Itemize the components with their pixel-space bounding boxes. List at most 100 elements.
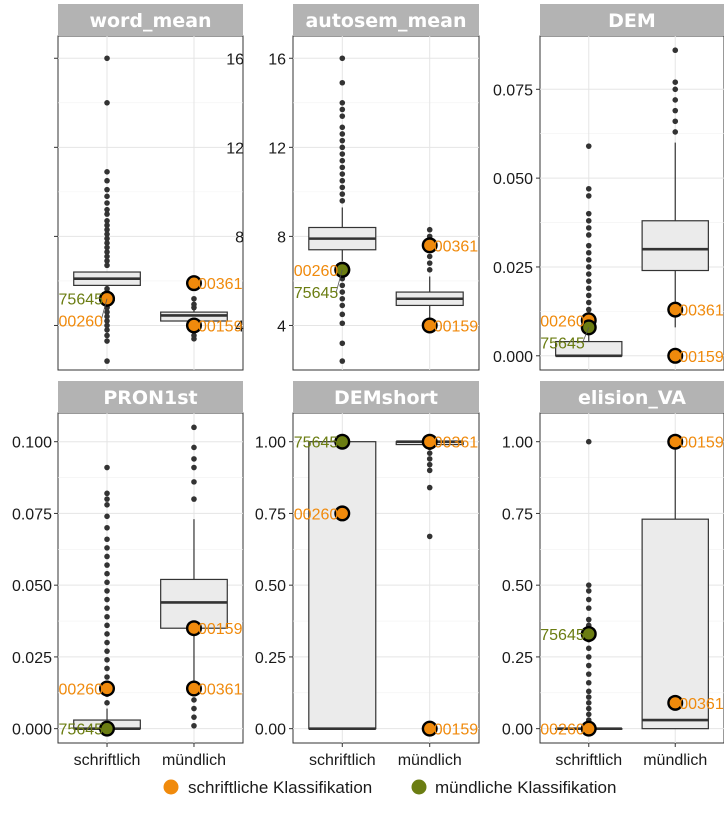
label-connector xyxy=(100,298,108,321)
highlight-point xyxy=(336,436,348,448)
label-connector xyxy=(582,327,590,343)
highlight-point xyxy=(188,319,200,332)
x-tick-label: mündlich xyxy=(398,752,462,769)
outlier-point xyxy=(585,193,592,199)
point-label: 00260 xyxy=(59,314,104,331)
legend: schriftliche Klassifikation mündliche Kl… xyxy=(163,778,616,797)
outlier-point xyxy=(104,211,110,217)
outlier-point xyxy=(585,588,592,594)
point-label: 00159 xyxy=(679,435,724,452)
outlier-point xyxy=(104,524,110,531)
outlier-point xyxy=(426,253,433,260)
outlier-point xyxy=(104,656,110,663)
point-label: 00361 xyxy=(198,276,243,293)
outlier-point xyxy=(104,639,110,646)
outlier-point xyxy=(426,226,433,233)
x-tick-label: schriftlich xyxy=(74,752,141,769)
highlight-point xyxy=(424,436,436,448)
outlier-point xyxy=(585,582,592,588)
outlier-point xyxy=(585,438,592,445)
point-label: 00260 xyxy=(540,313,585,330)
outlier-point xyxy=(104,605,110,611)
point-label: 00361 xyxy=(679,696,724,713)
outlier-point xyxy=(585,285,592,292)
highlight-point xyxy=(424,319,436,332)
legend-label-muendlich: mündliche Klassifikation xyxy=(435,778,616,797)
outlier-point xyxy=(585,257,592,263)
point-label: 00260 xyxy=(294,263,339,280)
outlier-point xyxy=(104,536,110,543)
outlier-point xyxy=(585,671,592,677)
point-label: 00361 xyxy=(434,435,479,452)
panel-PRON1st: 0.000 0.025 0.050 0.075 0.100 00260 75645 00159… xyxy=(12,381,244,769)
y-tick-label: 0.025 xyxy=(12,650,52,667)
panel-autosem_mean: 4 8 12 16 00260 75645 00361 00159 autosem_mean xyxy=(268,4,480,371)
point-label: 75645 xyxy=(540,335,585,352)
outlier-point xyxy=(426,484,433,491)
outlier-point xyxy=(104,596,110,603)
outlier-point xyxy=(191,336,197,342)
legend-label-schriftlich: schriftliche Klassifikation xyxy=(188,778,372,797)
point-label: 00361 xyxy=(679,303,724,320)
outlier-point xyxy=(339,144,346,151)
outlier-point xyxy=(339,295,346,302)
outlier-point xyxy=(339,131,346,137)
outlier-point xyxy=(339,177,346,184)
outlier-point xyxy=(585,645,592,652)
facet-strip xyxy=(540,381,724,413)
outlier-point xyxy=(339,113,346,119)
outlier-point xyxy=(585,242,592,249)
outlier-point xyxy=(104,262,110,269)
outlier-point xyxy=(104,464,110,471)
y-tick-label: 0.025 xyxy=(493,260,533,277)
outlier-point xyxy=(104,588,110,594)
outlier-point xyxy=(104,665,110,672)
outlier-point xyxy=(339,137,346,144)
outlier-point xyxy=(672,47,679,54)
outlier-point xyxy=(191,301,197,308)
point-label: 75645 xyxy=(59,292,104,309)
facet-strip xyxy=(58,4,243,36)
outlier-point xyxy=(104,496,110,502)
outlier-point xyxy=(585,225,592,231)
outlier-point xyxy=(426,450,433,456)
outlier-point xyxy=(585,306,592,313)
y-tick-label: 12 xyxy=(268,140,286,157)
outlier-point xyxy=(672,107,679,114)
y-tick-label: 0.25 xyxy=(502,650,533,667)
outlier-point xyxy=(585,292,592,299)
outlier-point xyxy=(191,464,197,471)
outlier-point xyxy=(426,456,433,462)
panel-background xyxy=(292,35,480,371)
panel-DEMshort: 0.00 0.25 0.50 0.75 1.00 75645 00260 00361 00159… xyxy=(255,381,480,769)
highlight-point xyxy=(424,723,436,735)
outlier-point xyxy=(104,253,110,260)
panel-DEM: 0.000 0.025 0.050 0.075 00260 75645 00361 00159… xyxy=(493,4,724,371)
outlier-point xyxy=(104,513,110,520)
facet-title: word_mean xyxy=(89,10,211,32)
y-tick-label: 0.000 xyxy=(12,722,52,739)
outlier-point xyxy=(585,654,592,660)
outlier-point xyxy=(104,258,110,264)
outlier-point xyxy=(104,177,110,184)
outlier-point xyxy=(191,479,197,485)
point-label: 00159 xyxy=(198,621,243,638)
outlier-point xyxy=(104,193,110,200)
outlier-point xyxy=(104,226,110,233)
outlier-point xyxy=(104,249,110,255)
y-tick-label: 0.075 xyxy=(12,506,52,523)
y-tick-label: 4 xyxy=(277,318,286,335)
box-iqr xyxy=(641,220,709,272)
outlier-point xyxy=(191,295,197,302)
outlier-point xyxy=(339,282,346,289)
facet-title: autosem_mean xyxy=(305,10,466,32)
outlier-point xyxy=(104,100,110,106)
facet-title: DEMshort xyxy=(334,387,438,409)
outlier-point xyxy=(426,461,433,468)
point-label: 75645 xyxy=(59,722,104,739)
highlight-point xyxy=(424,239,436,251)
outlier-point xyxy=(104,648,110,654)
outlier-point xyxy=(585,185,592,192)
outlier-point xyxy=(585,143,592,149)
